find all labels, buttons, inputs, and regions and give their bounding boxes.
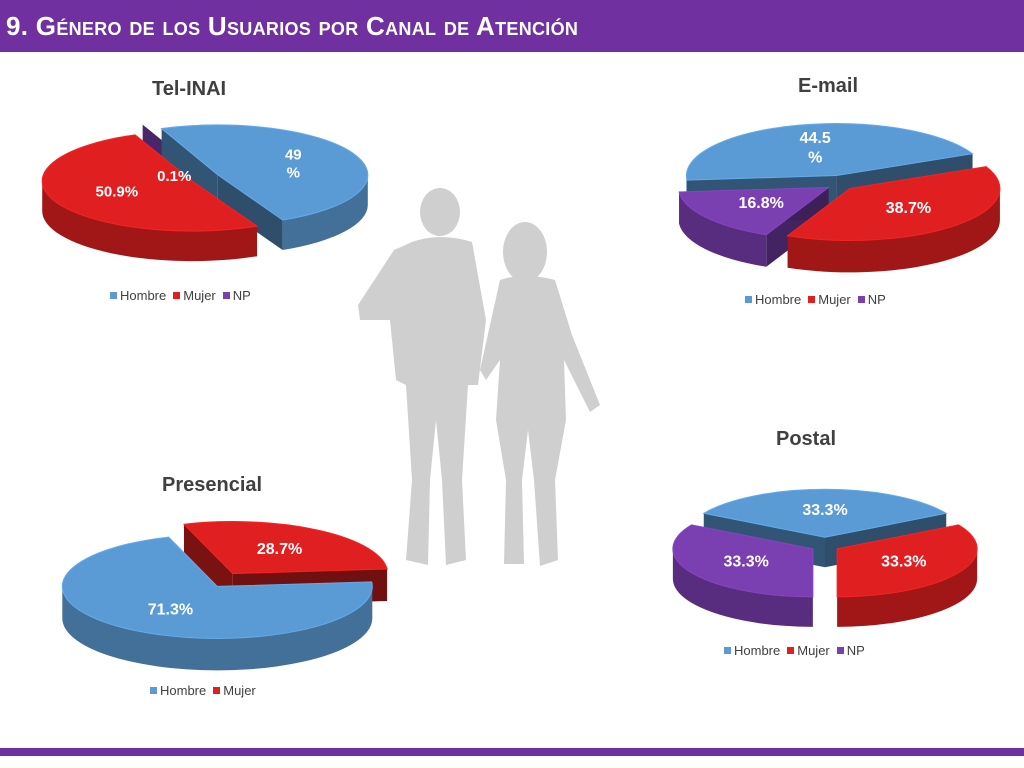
legend-entry-hombre: Hombre	[745, 292, 801, 307]
legend-presencial: Hombre Mujer	[150, 683, 256, 698]
legend-label-mujer: Mujer	[183, 288, 216, 303]
legend-postal: Hombre Mujer NP	[724, 643, 865, 658]
data-label-mujer: 38.7%	[886, 200, 931, 217]
legend-swatch-mujer	[808, 296, 816, 303]
data-label-hombre: 33.3%	[802, 502, 847, 519]
pie-slice-np	[678, 186, 831, 267]
legend-swatch-mujer	[173, 292, 181, 299]
legend-swatch-np	[836, 647, 844, 654]
legend-swatch-hombre	[150, 687, 157, 694]
data-label-mujer: 28.7%	[257, 541, 302, 558]
data-label-mujer: 33.3%	[881, 553, 926, 570]
legend-label-hombre: Hombre	[755, 292, 802, 307]
data-label-hombre: 44.5%	[800, 130, 831, 166]
title-bar: 9. Género de los Usuarios por Canal de A…	[0, 0, 1024, 52]
legend-label-hombre: Hombre	[120, 288, 167, 303]
legend-entry-np: NP	[857, 292, 886, 307]
legend-label-np: NP	[232, 288, 251, 303]
legend-swatch-hombre	[745, 296, 752, 303]
data-label-mujer: 50.9%	[96, 183, 139, 200]
data-label-np: 0.1%	[157, 168, 191, 185]
couple-silhouette-image	[358, 188, 600, 566]
pie-slice-mujer	[836, 524, 978, 627]
legend-label-np: NP	[867, 292, 886, 307]
legend-label-np: NP	[846, 643, 865, 658]
pie-slice-np	[672, 524, 814, 627]
legend-swatch-mujer	[213, 687, 221, 694]
legend-label-hombre: Hombre	[160, 683, 207, 698]
legend-entry-mujer: Mujer	[213, 683, 256, 698]
pie-chart-postal: 33.3% 33.3% 33.3%	[672, 488, 978, 627]
legend-swatch-mujer	[787, 647, 795, 654]
legend-tel-inai: Hombre Mujer NP	[110, 288, 251, 303]
slide-title: 9. Género de los Usuarios por Canal de A…	[6, 11, 579, 41]
data-label-np: 33.3%	[724, 553, 769, 570]
pie-chart-email: 44.5 % 38.7% 16.8%	[678, 123, 1001, 273]
legend-entry-np: NP	[836, 643, 865, 658]
pie-slice-hombre	[61, 536, 373, 671]
legend-entry-mujer: Mujer	[173, 288, 216, 303]
footer-bar	[0, 748, 1024, 756]
pie-slice-hombre	[160, 124, 369, 250]
legend-swatch-np	[857, 296, 865, 303]
legend-entry-mujer: Mujer	[787, 643, 830, 658]
data-label-np: 16.8%	[738, 195, 783, 212]
legend-entry-hombre: Hombre	[724, 643, 780, 658]
pie-chart-tel-inai: 49 % 50.9% 0.1%	[41, 124, 369, 262]
legend-entry-hombre: Hombre	[110, 288, 166, 303]
pie-slice-mujer	[41, 134, 259, 262]
chart-title-tel-inai: Tel-INAI	[152, 78, 227, 100]
legend-swatch-np	[222, 292, 230, 299]
chart-title-postal: Postal	[776, 428, 837, 450]
legend-label-mujer: Mujer	[797, 643, 830, 658]
pie-slice-mujer	[786, 166, 1001, 273]
pie-chart-presencial: 71.3% 28.7%	[61, 521, 388, 671]
data-label-hombre: 49%	[285, 147, 302, 182]
chart-title-presencial: Presencial	[162, 474, 263, 496]
chart-title-email: E-mail	[798, 75, 859, 97]
legend-swatch-hombre	[724, 647, 731, 654]
legend-label-hombre: Hombre	[734, 643, 781, 658]
legend-entry-mujer: Mujer	[808, 292, 851, 307]
legend-entry-np: NP	[222, 288, 251, 303]
legend-entry-hombre: Hombre	[150, 683, 206, 698]
legend-swatch-hombre	[110, 292, 117, 299]
data-label-hombre: 71.3%	[148, 602, 193, 619]
legend-label-mujer: Mujer	[818, 292, 851, 307]
legend-email: Hombre Mujer NP	[745, 292, 886, 307]
legend-label-mujer: Mujer	[223, 683, 256, 698]
